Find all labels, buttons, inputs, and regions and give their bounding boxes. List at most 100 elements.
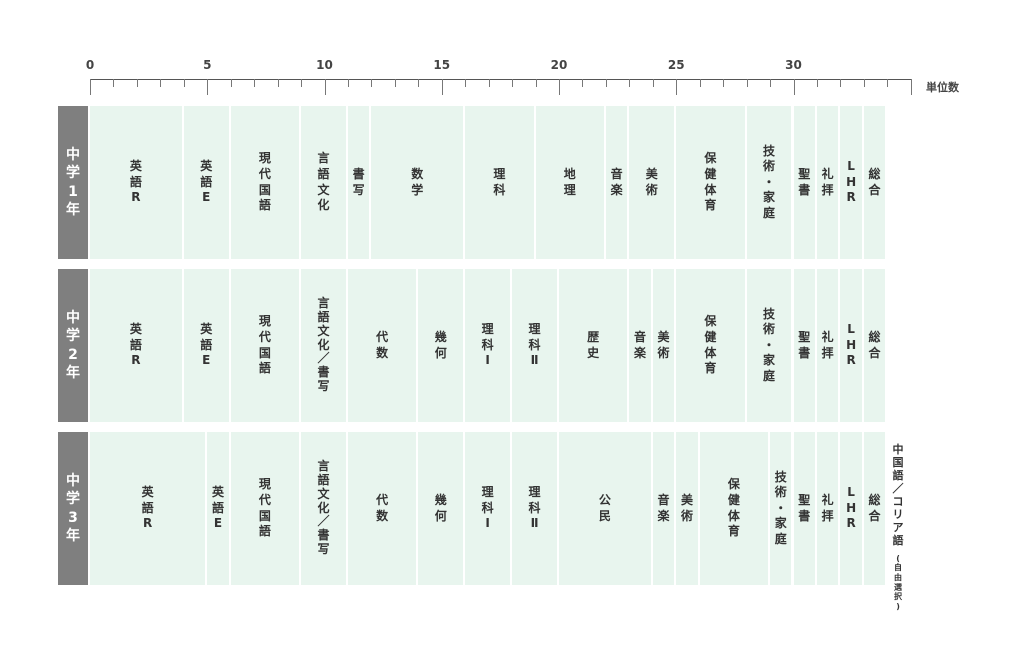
- axis-tick: [324, 79, 326, 95]
- subject-name: 幾何: [434, 492, 447, 523]
- axis-tick: [746, 79, 748, 87]
- subject-block: 言語文化／書写: [301, 432, 346, 585]
- subject-block: 代数: [347, 269, 417, 422]
- axis-tick-label: 20: [550, 58, 568, 72]
- axis-tick: [301, 79, 303, 87]
- axis-tick-label: 5: [203, 58, 212, 72]
- subject-name: 保健体育: [727, 477, 740, 539]
- subject-block: 保健体育: [676, 106, 745, 259]
- axis-tick-label: 10: [316, 58, 333, 72]
- subject-block: 幾何: [418, 432, 464, 585]
- subject-name: 総合: [868, 492, 881, 523]
- subject-name: 歴史: [587, 329, 600, 360]
- axis-tick: [863, 79, 865, 87]
- axis-tick-label: 30: [785, 58, 802, 72]
- subject-name: 幾何: [434, 329, 447, 360]
- subject-block: 技術・家庭: [746, 269, 792, 422]
- subject-block: 総合: [863, 269, 886, 422]
- axis-tick: [277, 79, 279, 87]
- axis-tick: [160, 79, 162, 87]
- subject-name: 代数: [376, 492, 389, 523]
- subject-block: 歴史: [559, 269, 628, 422]
- subject-name: 現代国語: [258, 151, 271, 213]
- subject-name: 礼拝: [821, 329, 834, 360]
- axis-tick: [136, 79, 138, 87]
- axis-tick: [254, 79, 256, 87]
- axis-tick: [441, 79, 443, 95]
- subject-name: 技術・家庭: [763, 143, 776, 220]
- subject-name: 地理: [563, 166, 576, 197]
- subject-block: 地理: [535, 106, 604, 259]
- subject-name: 書写: [352, 166, 365, 197]
- axis-tick: [629, 79, 631, 87]
- subject-name: 総合: [868, 329, 881, 360]
- axis-tick-label: 0: [85, 58, 95, 72]
- subject-block: 技術・家庭: [746, 106, 792, 259]
- subject-name: 中国語／コリア語: [892, 443, 904, 547]
- subject-name: 美術: [657, 329, 670, 360]
- subject-name: 言語文化／書写: [317, 459, 330, 556]
- axis-unit-label: 単位数: [926, 81, 959, 94]
- unit-axis: 単位数 0 5 10 15 20 25 30: [0, 0, 1020, 100]
- axis-tick: [676, 79, 678, 95]
- subject-block: 現代国語: [230, 269, 300, 422]
- subject-block: 聖書: [793, 106, 815, 259]
- subject-name: 聖書: [798, 166, 811, 197]
- subject-name: 数学: [411, 166, 424, 197]
- grade-row: 中学 1 年 英語 R 英語 E 現代国語 言語文化 書写 数学 理科 地理 音楽美術 保健体育 技術・家庭 聖…: [58, 106, 1020, 259]
- subject-name: 保健体育: [704, 314, 717, 376]
- axis-tick: [887, 79, 889, 87]
- subject-block: 聖書: [793, 432, 815, 585]
- subject-name: 技術・家庭: [774, 469, 787, 546]
- axis-tick: [488, 79, 490, 87]
- axis-tick: [371, 79, 373, 87]
- subject-name: 保健体育: [704, 151, 717, 213]
- axis-tick: [465, 79, 467, 87]
- axis-tick: [347, 79, 349, 87]
- subject-name: 総合: [868, 166, 881, 197]
- subject-name: 言語文化: [317, 151, 330, 213]
- axis-tick: [512, 79, 514, 87]
- elective-subject-block: 中国語／コリア語 (自由選択): [887, 432, 909, 611]
- subject-name: 音楽: [610, 166, 623, 197]
- axis-tick: [559, 79, 560, 95]
- subject-block: 公民: [559, 432, 651, 585]
- axis-tick: [723, 79, 725, 87]
- subject-name: 現代国語: [258, 477, 271, 539]
- subject-block: 美術: [652, 269, 675, 422]
- axis-tick: [793, 79, 795, 95]
- subject-name: 公民: [598, 492, 611, 523]
- subject-block: 理科: [465, 106, 534, 259]
- subject-name: 言語文化／書写: [317, 296, 330, 393]
- subject-block: 保健体育: [699, 432, 769, 585]
- axis-tick: [652, 79, 654, 87]
- axis-tick-label: 15: [433, 58, 451, 72]
- subject-block: 美術: [676, 432, 698, 585]
- axis-tick: [207, 79, 209, 95]
- subject-name: 技術・家庭: [763, 306, 776, 383]
- subject-name: 礼拝: [821, 166, 834, 197]
- subject-block: 現代国語: [230, 106, 300, 259]
- axis-tick: [535, 79, 537, 87]
- subject-name: 現代国語: [258, 314, 271, 376]
- subject-name: 代数: [376, 329, 389, 360]
- axis-tick: [910, 79, 912, 95]
